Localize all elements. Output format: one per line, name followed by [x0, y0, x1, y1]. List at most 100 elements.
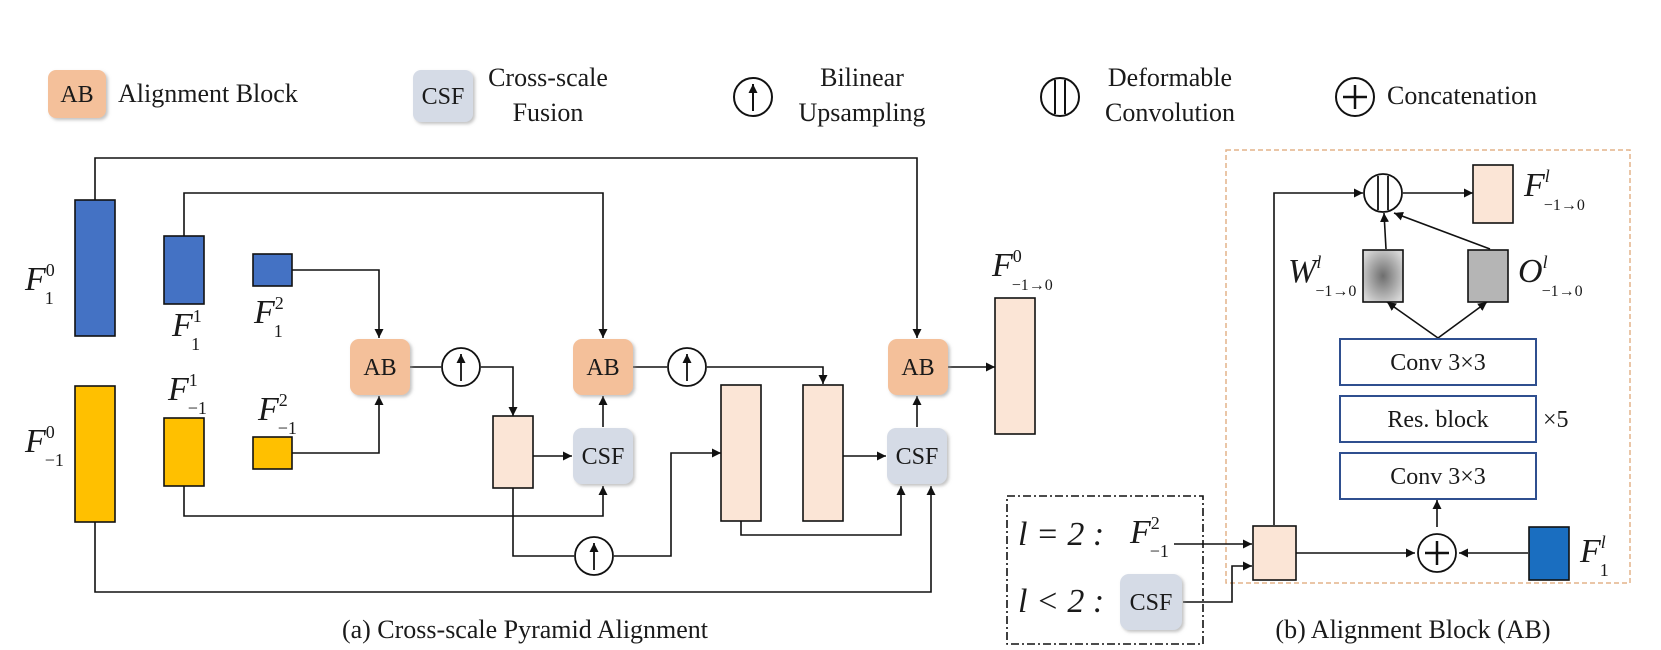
- legend-upsampling: Bilinear Upsampling: [733, 63, 926, 127]
- label-fm1-2: F2 −1: [257, 390, 297, 438]
- csf-block: [573, 428, 633, 484]
- legend-ab-swatch: [48, 70, 106, 118]
- pyramid-upsample-2: [667, 347, 707, 387]
- edge-offset-to-deform: [1393, 211, 1491, 250]
- pyramid-upsample-1: [441, 347, 481, 387]
- deformable-conv-icon: [1363, 173, 1403, 213]
- ab-block-label: AB: [586, 355, 619, 381]
- legend-csf-short: CSF: [422, 84, 465, 110]
- legend-concat-label: Concatenation: [1387, 81, 1537, 110]
- legend-csf-swatch: [413, 70, 473, 122]
- legend-ab: AB Alignment Block: [48, 70, 298, 118]
- edge-feat1-to-up3: [512, 488, 574, 557]
- conv-top-block: [1339, 338, 1537, 386]
- pyramid-connections: [94, 157, 995, 593]
- pyramid-upsample-3: [574, 536, 614, 576]
- edge-fm1-1-to-csf1: [183, 486, 608, 517]
- condition-l-lt-2: l < 2 :: [1018, 583, 1104, 620]
- pyramid-ab-1: AB: [350, 339, 410, 395]
- csf-block: [1120, 574, 1182, 630]
- feature-input-level-l: [1252, 525, 1297, 581]
- ab-block: [573, 339, 633, 395]
- csf-block: [887, 428, 947, 484]
- alignment-block-dashed-frame: [1225, 149, 1631, 584]
- res-block-label: Res. block: [1387, 407, 1488, 433]
- legend-deformable: Deformable Convolution: [1040, 63, 1235, 127]
- alignment-connections: [1174, 188, 1528, 603]
- pyramid-ab-3: AB: [888, 339, 948, 395]
- legend-ab-label: Alignment Block: [118, 79, 298, 108]
- label-fm1-1: F1 −1: [167, 370, 207, 418]
- label-f1-0: F0 1: [24, 260, 55, 308]
- csf-block-label: CSF: [1130, 590, 1173, 616]
- label-aligned-output: Fl −1→0: [1523, 166, 1585, 214]
- ab-block: [888, 339, 948, 395]
- label-offset: Ol −1→0: [1518, 252, 1583, 300]
- label-condition-f: F2 −1: [1129, 513, 1169, 561]
- condition-frame: [1006, 495, 1204, 645]
- conv-bottom-block: [1339, 452, 1537, 500]
- feature-f1-0: [74, 199, 116, 337]
- label-f1-1: F1 1: [171, 306, 201, 354]
- caption-alignment-block: (b) Alignment Block (AB): [1275, 615, 1550, 644]
- legend-upsample-line2: Upsampling: [798, 98, 925, 127]
- legend-ab-short: AB: [60, 82, 93, 108]
- ab-block: [350, 339, 410, 395]
- edge-fm1-2-to-ab1: [292, 396, 384, 454]
- pyramid-csf-1: CSF: [573, 428, 633, 484]
- legend-csf: CSF Cross-scale Fusion: [413, 63, 608, 127]
- legend-csf-label-line2: Fusion: [513, 98, 584, 127]
- feature-upsampled-level0: [720, 384, 762, 522]
- legend-concatenation: Concatenation: [1335, 77, 1537, 117]
- legend-deform-line2: Convolution: [1105, 98, 1235, 127]
- ab-block-label: AB: [901, 355, 934, 381]
- feature-output: [994, 297, 1036, 435]
- feature-f1-1: [163, 235, 205, 305]
- feature-fm1-1: [163, 417, 205, 487]
- pyramid-ab-2: AB: [573, 339, 633, 395]
- pyramid-labels: F0 1 F1 1 F2 1 F0 −1 F1 −1 F2 −1 F0 −1→0: [24, 246, 1053, 470]
- edge-feat2-to-csf2: [740, 486, 906, 536]
- res-block: [1339, 395, 1537, 443]
- feature-aligned-output: [1472, 164, 1514, 224]
- label-output-f: F0 −1→0: [991, 246, 1053, 294]
- edge-f1-1-to-ab2: [183, 192, 608, 338]
- edge-fm1-0-to-csf2: [94, 486, 936, 593]
- feature-mid-level1: [492, 415, 534, 489]
- csf-block-label: CSF: [582, 444, 625, 470]
- feature-fm1-0: [74, 385, 116, 523]
- edge-f1-2-to-ab1: [292, 269, 384, 338]
- caption-pyramid: (a) Cross-scale Pyramid Alignment: [342, 615, 709, 644]
- edge-weight-to-deform: [1380, 212, 1389, 250]
- deformable-conv-node: [1363, 173, 1403, 213]
- edge-up2-to-feat3: [707, 366, 828, 384]
- edge-up1-to-feat1: [481, 366, 518, 416]
- legend: AB Alignment Block CSF Cross-scale Fusio…: [48, 63, 1537, 127]
- edge-input-to-deform: [1273, 188, 1363, 525]
- feature-f1-2: [252, 253, 293, 287]
- offset-map: [1467, 249, 1509, 303]
- alignment-labels: Fl −1→0 Wl −1→0 Ol −1→0 Fl 1 l = 2 : F2 −1 l …: [1018, 166, 1609, 620]
- feature-reference-f1-l: [1528, 526, 1570, 581]
- concatenation-node: [1417, 533, 1457, 573]
- pyramid-features: [74, 199, 1036, 523]
- ab-block-label: AB: [363, 355, 396, 381]
- csf-block-label: CSF: [896, 444, 939, 470]
- condition-l-eq-2: l = 2 :: [1018, 516, 1104, 553]
- edge-conv-to-weight: [1386, 301, 1439, 339]
- weight-map: [1362, 249, 1404, 303]
- deformable-conv-icon: [1040, 77, 1080, 117]
- legend-deform-line1: Deformable: [1108, 63, 1232, 92]
- alignment-nodes: Conv 3×3 Res. block ×5 Conv 3×3 CSF: [1120, 164, 1570, 630]
- feature-aligned-level1-up: [802, 384, 844, 522]
- pyramid-csf-2: CSF: [887, 428, 947, 484]
- conv-top-label: Conv 3×3: [1390, 350, 1486, 376]
- edge-f1-0-to-ab3: [94, 157, 922, 338]
- label-weight: Wl −1→0: [1288, 252, 1356, 300]
- label-f1-2: F2 1: [253, 293, 284, 341]
- legend-csf-label-line1: Cross-scale: [488, 63, 608, 92]
- legend-upsample-line1: Bilinear: [820, 63, 904, 92]
- edge-conv-to-offset: [1437, 301, 1488, 339]
